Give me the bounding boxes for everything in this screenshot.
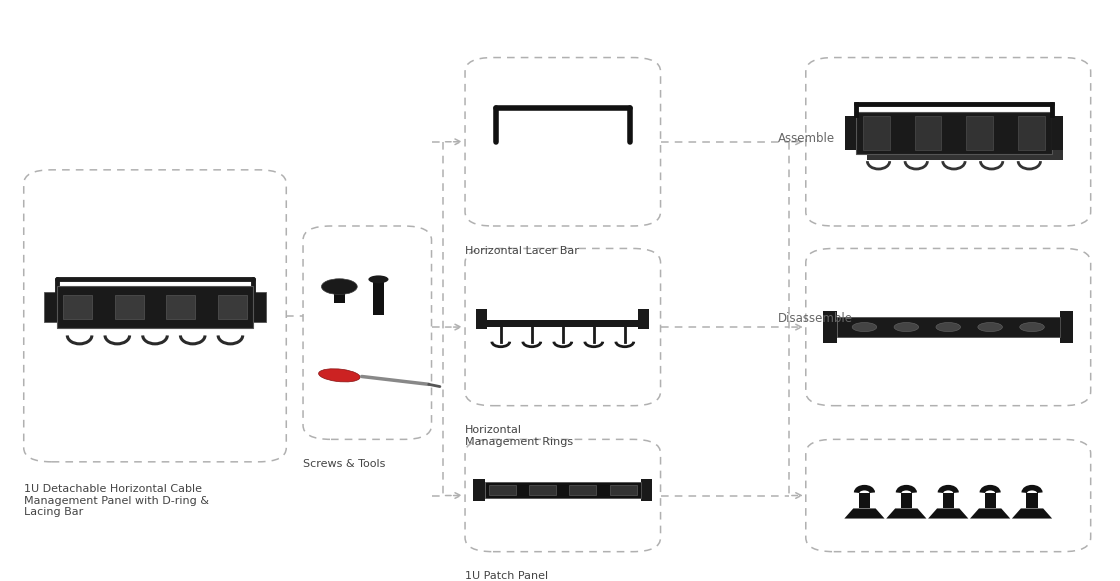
Bar xyxy=(1052,117,1063,150)
Bar xyxy=(859,493,870,508)
Bar xyxy=(530,485,557,494)
Text: Horizontal
Management Rings: Horizontal Management Rings xyxy=(465,425,573,447)
FancyBboxPatch shape xyxy=(304,226,431,439)
Ellipse shape xyxy=(318,369,361,382)
Bar xyxy=(569,485,596,494)
FancyBboxPatch shape xyxy=(805,58,1091,226)
FancyBboxPatch shape xyxy=(805,249,1091,406)
Bar xyxy=(167,296,195,318)
Text: Disassemble: Disassemble xyxy=(778,312,852,325)
Bar xyxy=(967,117,993,150)
Bar xyxy=(44,292,57,322)
Ellipse shape xyxy=(321,279,357,295)
Text: 1U Patch Panel: 1U Patch Panel xyxy=(465,571,548,581)
Bar xyxy=(867,118,1063,160)
Polygon shape xyxy=(886,508,926,518)
Bar xyxy=(837,317,1060,337)
Polygon shape xyxy=(1011,508,1052,518)
Bar xyxy=(487,320,638,327)
FancyBboxPatch shape xyxy=(465,439,661,552)
Bar xyxy=(485,482,641,498)
Text: Horizontal Lacer Bar: Horizontal Lacer Bar xyxy=(465,246,579,256)
Bar xyxy=(218,296,248,318)
Bar xyxy=(373,278,384,315)
Bar xyxy=(1026,493,1037,508)
Bar xyxy=(609,485,636,494)
Polygon shape xyxy=(970,508,1010,518)
Bar xyxy=(474,479,485,501)
Ellipse shape xyxy=(936,322,961,332)
Ellipse shape xyxy=(894,322,918,332)
Bar xyxy=(1018,117,1045,150)
Bar xyxy=(1060,311,1073,343)
Polygon shape xyxy=(844,508,885,518)
Ellipse shape xyxy=(1019,322,1044,332)
Bar xyxy=(57,286,253,328)
Bar xyxy=(638,309,650,329)
Ellipse shape xyxy=(978,322,1002,332)
Bar xyxy=(253,292,267,322)
Bar xyxy=(641,479,652,501)
Bar xyxy=(984,493,996,508)
Bar xyxy=(900,493,912,508)
Bar xyxy=(856,112,1052,155)
Bar xyxy=(476,309,487,329)
FancyBboxPatch shape xyxy=(465,58,661,226)
Bar xyxy=(334,286,345,303)
Bar xyxy=(862,117,889,150)
Ellipse shape xyxy=(368,275,389,284)
Bar xyxy=(943,493,954,508)
Bar xyxy=(844,117,856,150)
Text: Screws & Tools: Screws & Tools xyxy=(304,459,385,469)
Bar xyxy=(823,311,837,343)
FancyBboxPatch shape xyxy=(805,439,1091,552)
Bar xyxy=(63,296,92,318)
Bar xyxy=(489,485,516,494)
Ellipse shape xyxy=(852,322,877,332)
Text: Assemble: Assemble xyxy=(778,132,836,145)
FancyBboxPatch shape xyxy=(465,249,661,406)
Bar xyxy=(915,117,942,150)
Polygon shape xyxy=(928,508,969,518)
Bar xyxy=(114,296,143,318)
FancyBboxPatch shape xyxy=(24,170,287,462)
Text: 1U Detachable Horizontal Cable
Management Panel with D-ring &
Lacing Bar: 1U Detachable Horizontal Cable Managemen… xyxy=(24,485,208,518)
